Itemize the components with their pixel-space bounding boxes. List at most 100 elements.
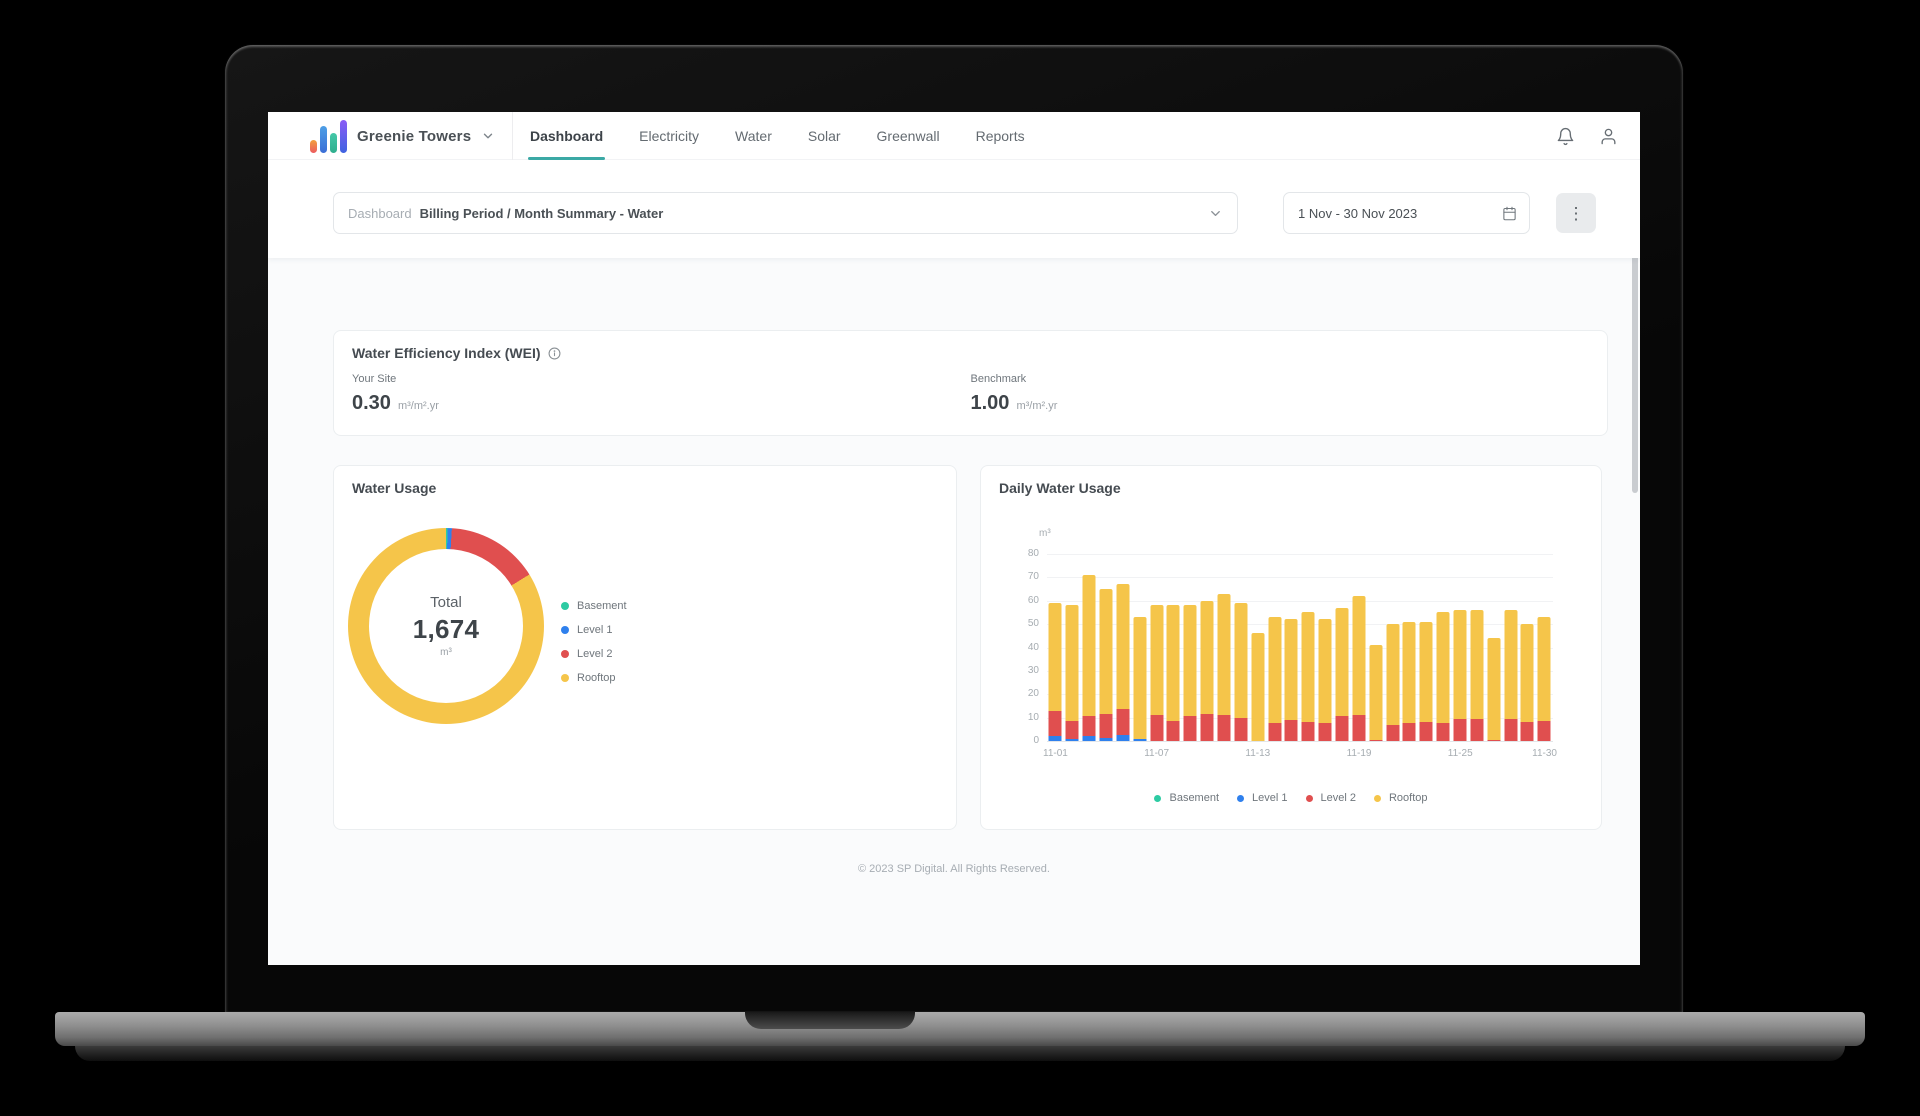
donut-total-label: Total bbox=[430, 594, 462, 611]
stacked-bar-11-22[interactable] bbox=[1402, 621, 1416, 741]
stacked-bar-11-23[interactable] bbox=[1419, 621, 1433, 741]
stacked-bar-11-25[interactable] bbox=[1453, 610, 1467, 741]
bar-segment-level-1 bbox=[1116, 735, 1130, 741]
stacked-bar-11-04[interactable] bbox=[1099, 589, 1113, 741]
top-section: Greenie Towers Dashboard Electricity Water… bbox=[268, 112, 1640, 258]
stacked-bar-11-26[interactable] bbox=[1470, 610, 1484, 741]
legend-label: Rooftop bbox=[577, 672, 616, 684]
wei-your-site-value: 0.30 bbox=[352, 392, 391, 414]
stacked-bar-11-15[interactable] bbox=[1284, 619, 1298, 741]
x-tick-11-30: 11-30 bbox=[1532, 748, 1557, 759]
tab-water[interactable]: Water bbox=[735, 128, 772, 144]
stacked-bar-11-27[interactable] bbox=[1487, 638, 1501, 741]
bar-slot-11-16 bbox=[1300, 554, 1317, 741]
stacked-bar-11-19[interactable] bbox=[1352, 596, 1366, 741]
tab-greenwall[interactable]: Greenwall bbox=[876, 128, 940, 144]
stacked-bar-11-16[interactable] bbox=[1301, 612, 1315, 741]
daily-water-usage-chart: m³ 0 10 20 30 40 50 60 70 80 11-01 11-07 11-13 11-19… bbox=[1028, 528, 1557, 759]
legend-label: Basement bbox=[1169, 792, 1220, 804]
wei-card-title: Water Efficiency Index (WEI) bbox=[352, 345, 561, 361]
y-tick-10: 10 bbox=[1027, 711, 1039, 723]
bar-slot-11-11 bbox=[1216, 554, 1233, 741]
stacked-bar-11-03[interactable] bbox=[1082, 575, 1096, 741]
calendar-icon bbox=[1502, 206, 1517, 221]
bar-segment-level-2 bbox=[1150, 715, 1164, 741]
donut-center: Total 1,674 m³ bbox=[348, 528, 544, 724]
bar-slot-11-07 bbox=[1148, 554, 1165, 741]
bar-segment-level-2 bbox=[1082, 716, 1096, 737]
dashboard-select[interactable]: Dashboard Billing Period / Month Summary… bbox=[333, 192, 1238, 234]
user-profile-icon[interactable] bbox=[1599, 127, 1618, 146]
bar-segment-level-2 bbox=[1200, 714, 1214, 741]
tab-electricity[interactable]: Electricity bbox=[639, 128, 700, 144]
legend-dot bbox=[561, 650, 569, 658]
stacked-bar-11-24[interactable] bbox=[1436, 612, 1450, 741]
stacked-bar-11-18[interactable] bbox=[1335, 607, 1349, 741]
gridline-70 bbox=[1047, 577, 1553, 579]
laptop-base bbox=[55, 1012, 1865, 1046]
bar-segment-level-2 bbox=[1487, 739, 1501, 741]
water-usage-card: Water Usage Total 1,674 m³ Basement Level… bbox=[333, 465, 957, 830]
stacked-bar-11-09[interactable] bbox=[1183, 605, 1197, 741]
bar-segment-rooftop bbox=[1419, 621, 1433, 723]
bar-slot-11-30 bbox=[1536, 554, 1553, 741]
stacked-bar-11-08[interactable] bbox=[1166, 605, 1180, 741]
stacked-bar-11-05[interactable] bbox=[1116, 584, 1130, 741]
stacked-bar-11-07[interactable] bbox=[1150, 605, 1164, 741]
bar-segment-level-1 bbox=[1048, 736, 1062, 741]
bar-slot-11-18 bbox=[1334, 554, 1351, 741]
bar-slot-11-05 bbox=[1114, 554, 1131, 741]
legend-label: Level 2 bbox=[1320, 792, 1356, 804]
legend-item-level-1: Level 1 bbox=[561, 624, 627, 636]
bar-segment-level-2 bbox=[1048, 710, 1062, 737]
donut-total-value: 1,674 bbox=[412, 614, 480, 644]
bar-slot-11-24 bbox=[1435, 554, 1452, 741]
bar-slot-11-04 bbox=[1098, 554, 1115, 741]
tab-dashboard[interactable]: Dashboard bbox=[527, 112, 606, 160]
y-tick-50: 50 bbox=[1027, 618, 1039, 630]
stacked-bar-11-21[interactable] bbox=[1386, 624, 1400, 741]
more-options-button[interactable]: ⋮ bbox=[1556, 193, 1596, 233]
bar-segment-rooftop bbox=[1504, 610, 1518, 719]
laptop-notch bbox=[745, 1012, 915, 1029]
y-tick-80: 80 bbox=[1027, 548, 1039, 559]
stacked-bar-11-01[interactable] bbox=[1048, 603, 1062, 741]
stacked-bar-11-29[interactable] bbox=[1520, 624, 1534, 741]
dashboard-select-label: Dashboard bbox=[348, 205, 412, 221]
site-switcher[interactable]: Greenie Towers bbox=[310, 112, 495, 160]
bar-segment-rooftop bbox=[1234, 603, 1248, 718]
legend-dot bbox=[561, 626, 569, 634]
stacked-bar-11-12[interactable] bbox=[1234, 603, 1248, 741]
bar-segment-rooftop bbox=[1166, 605, 1180, 722]
legend-item-basement: Basement bbox=[561, 600, 627, 612]
bar-segment-rooftop bbox=[1402, 621, 1416, 724]
stacked-bar-11-30[interactable] bbox=[1537, 617, 1551, 741]
bar-segment-level-2 bbox=[1318, 723, 1332, 741]
info-icon[interactable] bbox=[548, 347, 561, 360]
stacked-bar-11-02[interactable] bbox=[1065, 605, 1079, 741]
legend-dot bbox=[1305, 794, 1313, 802]
scrollbar-thumb[interactable] bbox=[1632, 120, 1638, 493]
tab-reports[interactable]: Reports bbox=[975, 128, 1025, 144]
stacked-bar-11-10[interactable] bbox=[1200, 600, 1214, 741]
bar-segment-rooftop bbox=[1133, 617, 1147, 739]
stacked-bar-11-14[interactable] bbox=[1268, 617, 1282, 741]
legend-label: Rooftop bbox=[1388, 792, 1428, 804]
stacked-bar-11-28[interactable] bbox=[1504, 610, 1518, 741]
stacked-bar-11-06[interactable] bbox=[1133, 617, 1147, 741]
y-tick-70: 70 bbox=[1027, 571, 1039, 583]
gridline-50 bbox=[1047, 624, 1553, 626]
site-name: Greenie Towers bbox=[357, 127, 472, 145]
date-range-picker[interactable]: 1 Nov - 30 Nov 2023 bbox=[1283, 192, 1530, 234]
bar-slot-11-17 bbox=[1317, 554, 1334, 741]
stacked-bar-11-13[interactable] bbox=[1251, 633, 1265, 741]
legend-label: Level 2 bbox=[577, 648, 613, 660]
notifications-bell-icon[interactable] bbox=[1556, 127, 1575, 146]
gridline-40 bbox=[1047, 647, 1553, 649]
stacked-bar-11-20[interactable] bbox=[1369, 645, 1383, 741]
tab-solar[interactable]: Solar bbox=[807, 128, 841, 144]
stacked-bar-11-17[interactable] bbox=[1318, 619, 1332, 741]
stacked-bar-11-11[interactable] bbox=[1217, 593, 1231, 741]
bar-segment-rooftop bbox=[1352, 596, 1366, 716]
bar-segment-rooftop bbox=[1436, 612, 1450, 724]
